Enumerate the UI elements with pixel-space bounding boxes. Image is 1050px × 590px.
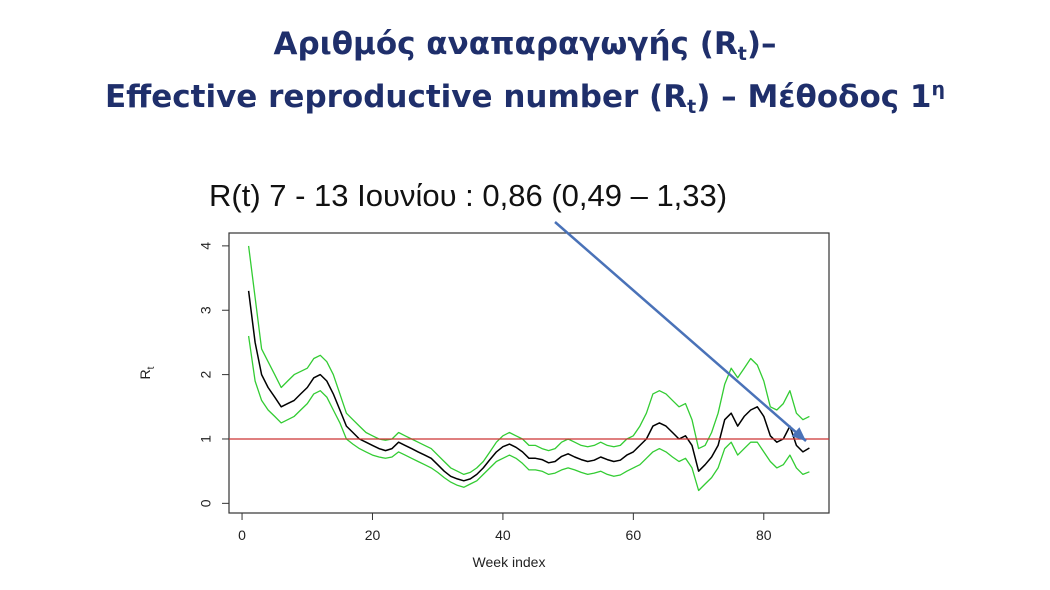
rt-annotation: R(t) 7 - 13 Ιουνίου : 0,86 (0,49 – 1,33) — [209, 178, 728, 213]
title-line-1-suffix: )– — [746, 26, 777, 62]
annotation-arrow-line — [554, 221, 807, 442]
title-line-2-subscript: t — [687, 96, 697, 118]
x-tick-label: 60 — [626, 527, 642, 543]
title-line-1-text: Αριθμός αναπαραγωγής (R — [273, 26, 738, 62]
x-tick-label: 40 — [495, 527, 511, 543]
plot-frame — [228, 232, 830, 514]
x-tick-label: 20 — [365, 527, 381, 543]
x-tick-label: 0 — [238, 527, 246, 543]
y-tick-label: 4 — [198, 242, 214, 250]
y-tick-label: 2 — [198, 371, 214, 379]
y-axis-label-subscript: t — [146, 366, 157, 369]
y-tick-label: 3 — [198, 306, 214, 314]
series-upper-line — [247, 245, 810, 476]
annotation-arrow-head — [791, 427, 806, 441]
series-estimate-line — [247, 290, 810, 482]
title-line-2-superscript: η — [931, 78, 946, 100]
y-tick-label: 1 — [198, 435, 214, 443]
y-tick-label: 0 — [198, 499, 214, 507]
x-axis-label: Week index — [473, 554, 546, 570]
slide-title-line-1: Αριθμός αναπαραγωγής (Rt)– — [0, 25, 1050, 73]
y-axis-label: Rt — [137, 366, 157, 379]
x-tick-label: 80 — [756, 527, 772, 543]
title-line-1-subscript: t — [737, 43, 747, 65]
title-line-2-suffix: ) – Μέθοδος 1 — [696, 79, 932, 115]
slide-title-line-2: Effective reproductive number (Rt) – Μέθ… — [0, 70, 1050, 126]
title-line-2-text: Effective reproductive number (R — [104, 79, 688, 115]
series-lower-line — [247, 335, 810, 492]
